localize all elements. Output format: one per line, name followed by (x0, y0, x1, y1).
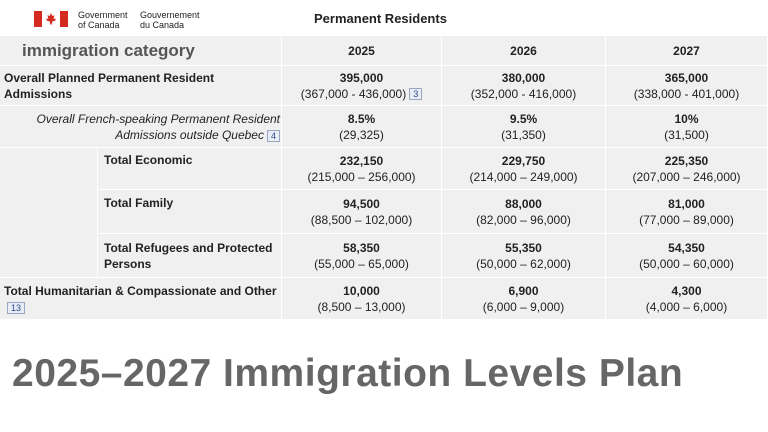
page-title: 2025–2027 Immigration Levels Plan (12, 352, 684, 395)
table-cell: 380,000 (352,000 - 416,000) (442, 66, 606, 106)
table-cell: 94,500 (88,500 – 102,000) (282, 190, 442, 234)
table-cell: 81,000 (77,000 – 89,000) (606, 190, 768, 234)
row-label-total-economic: Total Economic (104, 153, 193, 167)
table-cell: 4,300 (4,000 – 6,000) (606, 278, 768, 320)
footnote-link[interactable]: 4 (266, 129, 280, 142)
row-label-cell (0, 278, 282, 320)
row-label-total-refugees: Total Refugees and Protected Persons (104, 241, 273, 271)
government-of-canada-wordmark-en: Government of Canada (78, 10, 128, 30)
row-label-cell (0, 66, 282, 106)
header-year-2025: 2025 (282, 36, 442, 66)
table-cell: 395,000 (367,000 - 436,000) 3 (282, 66, 442, 106)
table-cell: 58,350 (55,000 – 65,000) (282, 234, 442, 278)
header-year-2027: 2027 (606, 36, 768, 66)
table-cell: 365,000 (338,000 - 401,000) (606, 66, 768, 106)
group-indent-cell (0, 148, 98, 278)
table-cell: 55,350 (50,000 – 62,000) (442, 234, 606, 278)
table-cell: 225,350 (207,000 – 246,000) (606, 148, 768, 190)
row-label-cell (0, 106, 282, 148)
table-title: Permanent Residents (314, 11, 447, 26)
table-cell: 8.5% (29,325) (282, 106, 442, 148)
row-label-total-family: Total Family (104, 196, 174, 210)
government-of-canada-wordmark-fr: Gouvernement du Canada (140, 10, 200, 30)
table-cell: 232,150 (215,000 – 256,000) (282, 148, 442, 190)
header-category-cell (0, 36, 282, 66)
footnote-link[interactable]: 13 (7, 301, 26, 314)
table-cell: 54,350 (50,000 – 60,000) (606, 234, 768, 278)
table-cell: 229,750 (214,000 – 249,000) (442, 148, 606, 190)
row-label-overall-planned: Overall Planned Permanent Resident Admis… (4, 71, 215, 101)
category-column-label: immigration category (22, 41, 195, 60)
row-label-french-speaking: Overall French-speaking Permanent Reside… (36, 112, 280, 142)
row-label-total-humanitarian: Total Humanitarian & Compassionate and O… (4, 284, 277, 314)
page-header: Government of Canada Gouvernement du Can… (0, 0, 768, 36)
row-label-cell (98, 190, 282, 234)
table-cell: 10,000 (8,500 – 13,000) (282, 278, 442, 320)
row-label-cell (98, 234, 282, 278)
levels-plan-table: 2025 2026 2027 395,000 (367,000 - 436,00… (0, 36, 768, 320)
row-label-cell (98, 148, 282, 190)
table-cell: 88,000 (82,000 – 96,000) (442, 190, 606, 234)
table-cell: 10% (31,500) (606, 106, 768, 148)
table-cell: 6,900 (6,000 – 9,000) (442, 278, 606, 320)
canada-flag-icon (34, 11, 68, 27)
header-year-2026: 2026 (442, 36, 606, 66)
footnote-link[interactable]: 3 (409, 88, 423, 101)
table-cell: 9.5% (31,350) (442, 106, 606, 148)
